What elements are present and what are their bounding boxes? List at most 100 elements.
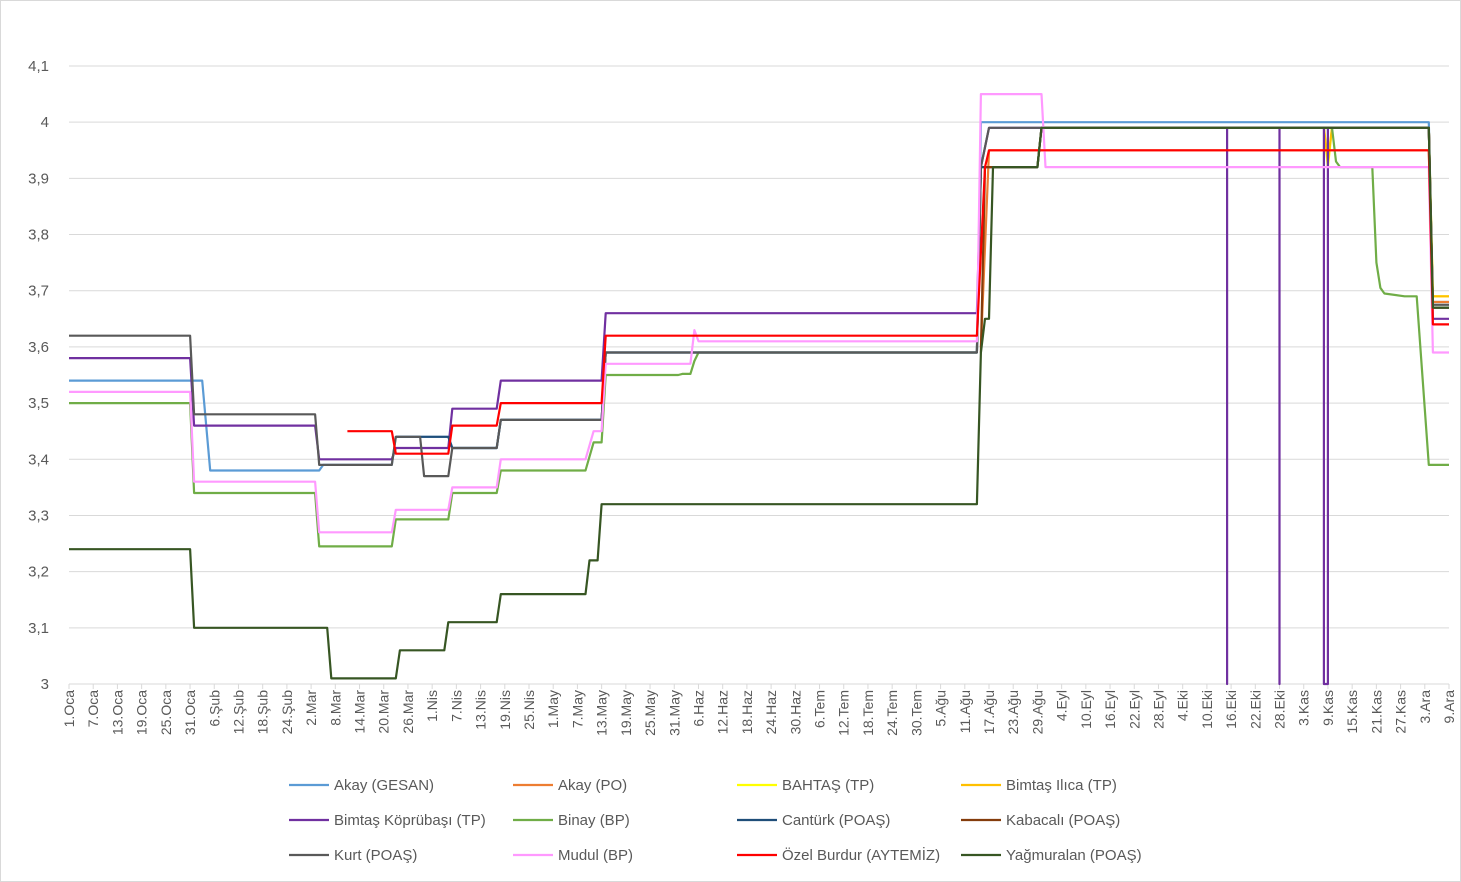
y-tick-label: 3,5 bbox=[28, 395, 49, 412]
x-tick-label: 24.Tem bbox=[884, 690, 900, 736]
legend-item: Yağmuralan (POAŞ) bbox=[961, 847, 1142, 864]
series-line-akay-po bbox=[979, 149, 1449, 347]
legend-label: Akay (GESAN) bbox=[334, 777, 434, 794]
x-tick-label: 18.Tem bbox=[860, 690, 876, 736]
x-tick-label: 23.Ağu bbox=[1005, 690, 1021, 734]
x-tick-label: 7.May bbox=[569, 690, 585, 728]
legend-label: Bimtaş Ilıca (TP) bbox=[1006, 777, 1117, 794]
x-tick-label: 1.Oca bbox=[61, 690, 77, 728]
y-tick-label: 3,9 bbox=[28, 170, 49, 187]
x-tick-label: 30.Tem bbox=[908, 690, 924, 736]
x-tick-label: 28.Eki bbox=[1272, 690, 1288, 729]
y-tick-label: 3,8 bbox=[28, 227, 49, 244]
x-tick-label: 4.Eyl bbox=[1054, 690, 1070, 721]
y-tick-label: 3,2 bbox=[28, 564, 49, 581]
y-tick-label: 3,4 bbox=[28, 451, 49, 468]
x-tick-label: 4.Eki bbox=[1175, 690, 1191, 721]
x-tick-label: 13.Oca bbox=[109, 690, 125, 735]
x-tick-label: 6.Haz bbox=[690, 690, 706, 727]
x-tick-label: 12.Haz bbox=[715, 690, 731, 734]
x-tick-label: 16.Eki bbox=[1223, 690, 1239, 729]
legend-label: Cantürk (POAŞ) bbox=[782, 812, 890, 829]
x-axis-ticks: 1.Oca 7.Oca 13.Oca 19.Oca 25.Oca 31.Oca 6.Şub 1… bbox=[61, 684, 1457, 736]
x-tick-label: 9.Ara bbox=[1441, 690, 1457, 724]
x-tick-label: 18.Haz bbox=[739, 690, 755, 734]
legend-label: Kurt (POAŞ) bbox=[334, 847, 417, 864]
legend-item: Özel Burdur (AYTEMİZ) bbox=[737, 846, 940, 864]
x-tick-label: 20.Mar bbox=[376, 690, 392, 734]
x-tick-label: 27.Kas bbox=[1393, 690, 1409, 734]
legend-item: Kurt (POAŞ) bbox=[289, 847, 417, 864]
legend: Akay (GESAN) Akay (PO) BAHTAŞ (TP) Bimtaş I… bbox=[289, 777, 1142, 864]
legend-item: Cantürk (POAŞ) bbox=[737, 812, 890, 829]
x-tick-label: 13.May bbox=[594, 690, 610, 736]
x-tick-label: 24.Şub bbox=[279, 690, 295, 735]
x-tick-label: 11.Ağu bbox=[957, 690, 973, 733]
y-tick-label: 3,1 bbox=[28, 620, 49, 637]
series-line-cant-rk-poa bbox=[395, 126, 1449, 450]
legend-label: Akay (PO) bbox=[558, 777, 627, 794]
x-tick-label: 2.Mar bbox=[303, 690, 319, 726]
x-tick-label: 1.May bbox=[545, 690, 561, 728]
x-tick-label: 5.Ağu bbox=[933, 690, 949, 727]
x-tick-label: 1.Nis bbox=[424, 690, 440, 722]
series-line-kabacal-poa bbox=[979, 126, 1449, 353]
x-tick-label: 19.Nis bbox=[497, 690, 513, 730]
y-tick-label: 4,1 bbox=[28, 58, 49, 75]
series-line-akay-gesan bbox=[69, 121, 1449, 472]
x-tick-label: 10.Eyl bbox=[1078, 690, 1094, 729]
legend-item: Binay (BP) bbox=[513, 812, 630, 829]
series-line-kurt-poa bbox=[69, 126, 1449, 478]
x-tick-label: 6.Şub bbox=[206, 690, 222, 727]
x-tick-label: 19.May bbox=[618, 690, 634, 736]
x-tick-label: 12.Tem bbox=[836, 690, 852, 736]
y-tick-label: 3 bbox=[41, 676, 49, 693]
x-tick-label: 18.Şub bbox=[255, 690, 271, 735]
x-tick-label: 8.Mar bbox=[327, 690, 343, 726]
x-tick-label: 29.Ağu bbox=[1029, 690, 1045, 734]
x-tick-label: 7.Oca bbox=[85, 690, 101, 728]
legend-label: Yağmuralan (POAŞ) bbox=[1006, 847, 1142, 864]
x-tick-label: 25.May bbox=[642, 690, 658, 736]
legend-item: Akay (GESAN) bbox=[289, 777, 434, 794]
x-tick-label: 3.Ara bbox=[1417, 690, 1433, 724]
series-lines bbox=[69, 93, 1449, 686]
x-tick-label: 13.Nis bbox=[473, 690, 489, 730]
y-tick-label: 3,6 bbox=[28, 339, 49, 356]
x-tick-label: 14.Mar bbox=[352, 690, 368, 734]
x-tick-label: 9.Kas bbox=[1320, 690, 1336, 726]
series-line-binay-bp bbox=[69, 126, 1449, 548]
y-tick-label: 3,7 bbox=[28, 283, 49, 300]
x-tick-label: 25.Oca bbox=[158, 690, 174, 735]
x-tick-label: 28.Eyl bbox=[1150, 690, 1166, 729]
legend-label: Kabacalı (POAŞ) bbox=[1006, 812, 1120, 829]
x-tick-label: 19.Oca bbox=[134, 690, 150, 735]
x-tick-label: 17.Ağu bbox=[981, 690, 997, 734]
gridlines bbox=[69, 65, 1449, 685]
legend-item: Mudul (BP) bbox=[513, 847, 633, 864]
x-tick-label: 12.Şub bbox=[230, 690, 246, 735]
x-tick-label: 7.Nis bbox=[448, 690, 464, 722]
legend-item: Bimtaş Ilıca (TP) bbox=[961, 777, 1117, 794]
legend-item: BAHTAŞ (TP) bbox=[737, 777, 874, 794]
x-tick-label: 25.Nis bbox=[521, 690, 537, 730]
x-tick-label: 30.Haz bbox=[787, 690, 803, 734]
legend-label: Bimtaş Köprübaşı (TP) bbox=[334, 812, 486, 829]
x-tick-label: 16.Eyl bbox=[1102, 690, 1118, 729]
legend-label: Mudul (BP) bbox=[558, 847, 633, 864]
series-line-ya-muralan-poa bbox=[69, 126, 1449, 680]
x-tick-label: 21.Kas bbox=[1368, 690, 1384, 734]
y-tick-label: 3,3 bbox=[28, 507, 49, 524]
legend-label: Özel Burdur (AYTEMİZ) bbox=[782, 846, 940, 864]
x-tick-label: 31.Oca bbox=[182, 690, 198, 735]
x-tick-label: 24.Haz bbox=[763, 690, 779, 734]
x-tick-label: 22.Eki bbox=[1247, 690, 1263, 729]
legend-label: Binay (BP) bbox=[558, 812, 630, 829]
series-line-zel-burdur-aytemi-z bbox=[347, 149, 1449, 455]
x-tick-label: 10.Eki bbox=[1199, 690, 1215, 729]
x-tick-label: 22.Eyl bbox=[1126, 690, 1142, 729]
x-tick-label: 31.May bbox=[666, 690, 682, 736]
x-tick-label: 6.Tem bbox=[812, 690, 828, 728]
